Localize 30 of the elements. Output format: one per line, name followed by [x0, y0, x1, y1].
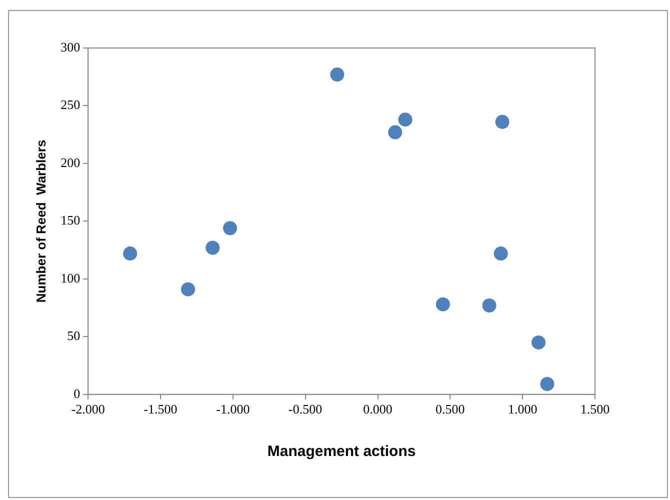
y-tick-label: 200: [60, 154, 80, 170]
x-tick-label: 1.000: [508, 402, 538, 417]
x-tick-label: -1.000: [216, 402, 250, 417]
x-axis-title: Management actions: [267, 443, 416, 460]
x-tick-label: 0.500: [436, 402, 465, 417]
point: [388, 125, 402, 140]
point: [436, 297, 450, 312]
y-tick-label: 250: [60, 97, 80, 112]
point: [223, 221, 238, 236]
point: [532, 335, 546, 350]
point: [495, 114, 510, 129]
x-tick-label: 0.000: [363, 402, 392, 417]
x-tick-label: -0.500: [288, 402, 322, 417]
x-tick-label: -2.000: [71, 402, 105, 417]
point: [398, 112, 412, 127]
y-tick-label: 0: [74, 386, 80, 401]
y-tick-label: 100: [60, 270, 80, 286]
y-axis-title: Number of Reed Warblers: [33, 140, 48, 303]
y-tick-label: 150: [60, 212, 80, 228]
point: [540, 377, 554, 392]
point: [206, 240, 220, 255]
point: [181, 282, 196, 296]
y-tick-label: 50: [67, 328, 80, 344]
point: [482, 298, 496, 312]
point: [123, 246, 138, 261]
point: [494, 246, 508, 261]
point: [330, 68, 344, 82]
y-tick-label: 300: [60, 39, 80, 54]
x-tick-label: -1.500: [144, 402, 178, 417]
x-tick-label: 1.500: [580, 402, 610, 417]
